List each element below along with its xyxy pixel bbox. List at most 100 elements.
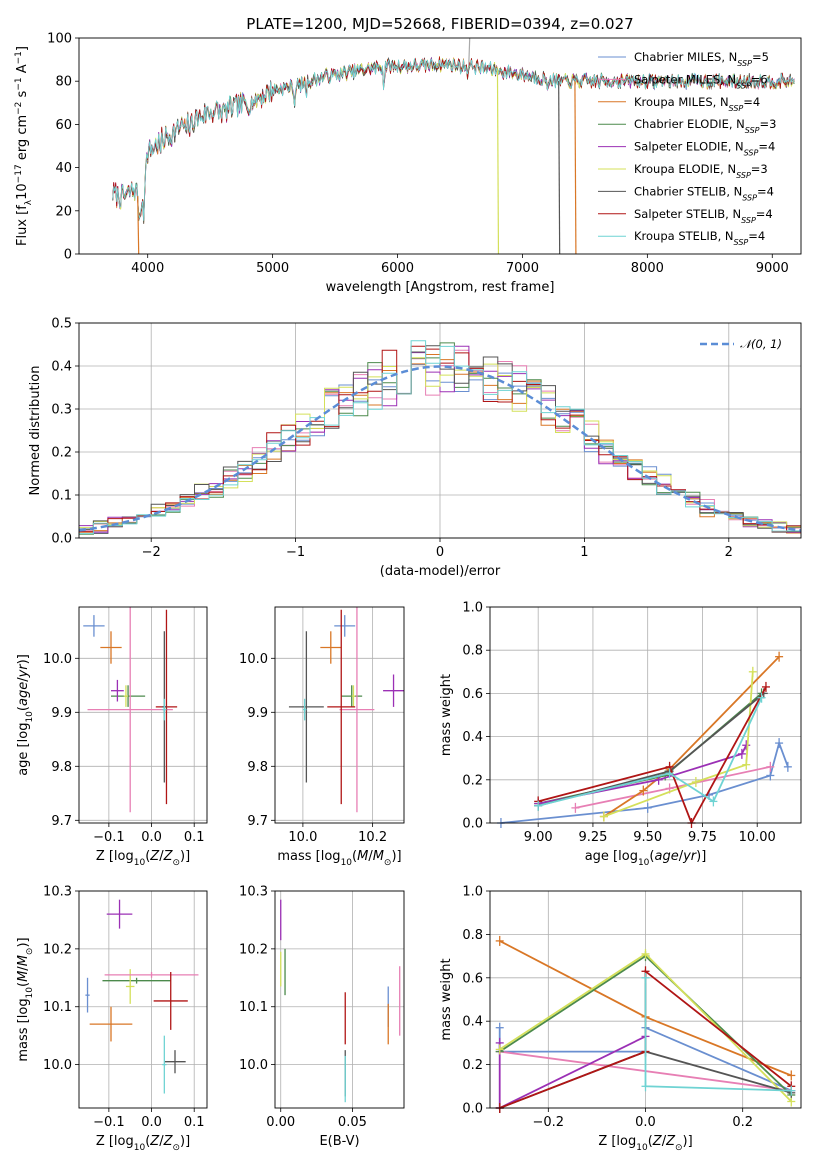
residuals-ticks: −2 −1 0 1 2 0.0 0.1 0.2 0.3 0.4 0.5 bbox=[51, 317, 733, 561]
massweight-vs-Z-x-label: Z [log10(Z/Z⊙)] bbox=[598, 1134, 692, 1153]
spectrum-spike-line bbox=[558, 80, 561, 255]
mass-vs-Z-y-label: mass [log10(M/M⊙)] bbox=[16, 937, 35, 1061]
age-vs-Z-x-label: Z [log10(Z/Z⊙)] bbox=[96, 849, 190, 868]
figure-title: PLATE=1200, MJD=52668, FIBERID=0394, z=0… bbox=[246, 15, 633, 33]
age-vs-Z-axes-frame bbox=[78, 606, 208, 824]
age-vs-mass-panel: 10.0 10.2 9.7 9.8 9.9 10.0 mass [log10(M/M⊙)] bbox=[239, 606, 405, 868]
x-tick-label: 6000 bbox=[381, 261, 414, 276]
legend-label-subscript: SSP bbox=[744, 148, 759, 157]
y-tick-label: 10.1 bbox=[43, 1000, 72, 1015]
y-tick-label: 9.8 bbox=[247, 760, 268, 775]
x-tick-label: 1 bbox=[580, 545, 588, 560]
y-tick-label: 100 bbox=[47, 32, 72, 47]
legend-label: Salpeter STELIB, NSSP=4 bbox=[634, 207, 773, 225]
legend-label-main: Salpeter ELODIE, N bbox=[634, 140, 744, 154]
y-tick-label: 9.8 bbox=[51, 760, 72, 775]
y-tick-label: 9.9 bbox=[51, 706, 72, 721]
legend-label-end: =4 bbox=[757, 184, 774, 198]
residuals-legend: 𝒩(0, 1) bbox=[700, 337, 782, 351]
y-tick-label: 10.0 bbox=[43, 652, 72, 667]
legend-label-subscript: SSP bbox=[736, 81, 751, 90]
y-tick-label: 20 bbox=[55, 204, 72, 219]
spectrum-ticks: 4000 5000 6000 7000 8000 9000 0 20 40 60 80 100 bbox=[47, 32, 789, 277]
massweight-vs-Z-y-label: mass weight bbox=[439, 958, 454, 1040]
y-tick-label: 0.5 bbox=[51, 317, 72, 332]
spectrum-spike-line bbox=[574, 81, 577, 255]
y-tick-label: 0.8 bbox=[462, 644, 483, 659]
y-tick-label: 0.2 bbox=[51, 446, 72, 461]
y-tick-label: 0.4 bbox=[51, 360, 72, 375]
legend-label-subscript: SSP bbox=[742, 193, 757, 202]
y-tick-label: 0.6 bbox=[462, 687, 483, 702]
y-tick-label: 10.3 bbox=[239, 885, 268, 900]
age-vs-Z-errorbars bbox=[83, 607, 178, 813]
x-tick-label: 9.75 bbox=[688, 830, 717, 845]
age-vs-mass-axes-frame bbox=[274, 606, 405, 824]
y-tick-label: 0.6 bbox=[462, 971, 483, 986]
legend-label-end: =3 bbox=[751, 162, 768, 176]
age-vs-mass-x-label: mass [log10(M/M⊙)] bbox=[277, 849, 401, 868]
x-tick-label: 0 bbox=[436, 545, 444, 560]
legend-label: Chabrier STELIB, NSSP=4 bbox=[634, 184, 774, 202]
legend-label: Kroupa STELIB, NSSP=4 bbox=[634, 229, 765, 247]
x-tick-label: 0.00 bbox=[266, 1115, 295, 1130]
mass-vs-Z-panel: −0.1 0.0 0.1 10.0 10.1 10.2 10.3 Z [log10(Z/Z⊙… bbox=[16, 885, 208, 1153]
massweight-vs-Z-panel: −0.2 0.0 0.2 0.0 0.2 0.4 0.6 0.8 1.0 Z [log10(Z/… bbox=[439, 885, 802, 1153]
legend-label-end: =4 bbox=[748, 229, 765, 243]
y-tick-label: 10.0 bbox=[43, 1058, 72, 1073]
legend-label-main: Kroupa MILES, N bbox=[634, 95, 729, 109]
legend-label-subscript: SSP bbox=[737, 59, 752, 68]
legend-label-subscript: SSP bbox=[745, 126, 760, 135]
y-tick-label: 0 bbox=[64, 248, 72, 263]
mass-weight-line bbox=[500, 740, 789, 824]
mass-vs-EBV-errorbars bbox=[280, 899, 401, 1103]
x-tick-label: 4000 bbox=[131, 261, 164, 276]
y-tick-label: 0.2 bbox=[462, 773, 483, 788]
mass-vs-EBV-grid bbox=[275, 890, 404, 1108]
y-tick-label: 10.0 bbox=[239, 652, 268, 667]
spectrum-spike-line bbox=[137, 196, 140, 255]
x-tick-label: 0.0 bbox=[635, 1115, 656, 1130]
massweight-vs-age-x-label: age [log10(age/yr)] bbox=[585, 849, 707, 868]
y-tick-label: 0.8 bbox=[462, 928, 483, 943]
massweight-vs-age-y-label: mass weight bbox=[439, 674, 454, 756]
x-tick-label: 7000 bbox=[506, 261, 539, 276]
massweight-vs-age-ticks: 9.00 9.25 9.50 9.75 10.00 0.0 0.2 0.4 0.6 0.8 1.0 bbox=[462, 601, 775, 846]
x-tick-label: −0.2 bbox=[533, 1115, 565, 1130]
residuals-axes-frame bbox=[78, 322, 802, 539]
x-tick-label: 2 bbox=[725, 545, 733, 560]
mass-vs-EBV-panel: 0.00 0.05 10.0 10.1 10.2 10.3 E(B-V) bbox=[239, 885, 405, 1149]
x-tick-label: 0.1 bbox=[184, 830, 205, 845]
spectrum-spike-line bbox=[496, 70, 500, 255]
legend-label-main: Chabrier MILES, N bbox=[634, 50, 737, 64]
x-tick-label: 9.00 bbox=[524, 830, 553, 845]
massweight-vs-age-axes-frame bbox=[489, 606, 802, 824]
massweight-vs-Z-lines bbox=[495, 935, 796, 1113]
mass-vs-Z-errorbars bbox=[85, 899, 199, 1094]
spectrum-series-line bbox=[112, 58, 795, 221]
mass-weight-line bbox=[537, 697, 763, 807]
y-tick-label: 80 bbox=[55, 75, 72, 90]
y-tick-label: 1.0 bbox=[462, 601, 483, 616]
legend-label-main: Kroupa STELIB, N bbox=[634, 229, 734, 243]
y-tick-label: 9.7 bbox=[247, 814, 268, 829]
age-vs-Z-y-label: age [log10(age/yr)] bbox=[16, 654, 35, 776]
y-tick-label: 40 bbox=[55, 161, 72, 176]
spectrum-spike-line bbox=[468, 37, 471, 67]
legend-label-subscript: SSP bbox=[736, 171, 751, 180]
legend-label-end: =3 bbox=[760, 117, 777, 131]
legend-label: Kroupa MILES, NSSP=4 bbox=[634, 95, 760, 113]
x-tick-label: 5000 bbox=[256, 261, 289, 276]
x-tick-label: 9000 bbox=[756, 261, 789, 276]
legend-label-end: =6 bbox=[751, 72, 768, 86]
x-tick-label: 0.0 bbox=[141, 1115, 162, 1130]
y-tick-label: 10.3 bbox=[43, 885, 72, 900]
gaussian-curve bbox=[78, 365, 802, 532]
mass-vs-EBV-axes-frame bbox=[274, 890, 405, 1109]
x-tick-label: −1 bbox=[286, 545, 305, 560]
legend-label-end: =5 bbox=[752, 50, 769, 64]
y-tick-label: 0.2 bbox=[462, 1058, 483, 1073]
residuals-histograms bbox=[78, 340, 802, 535]
